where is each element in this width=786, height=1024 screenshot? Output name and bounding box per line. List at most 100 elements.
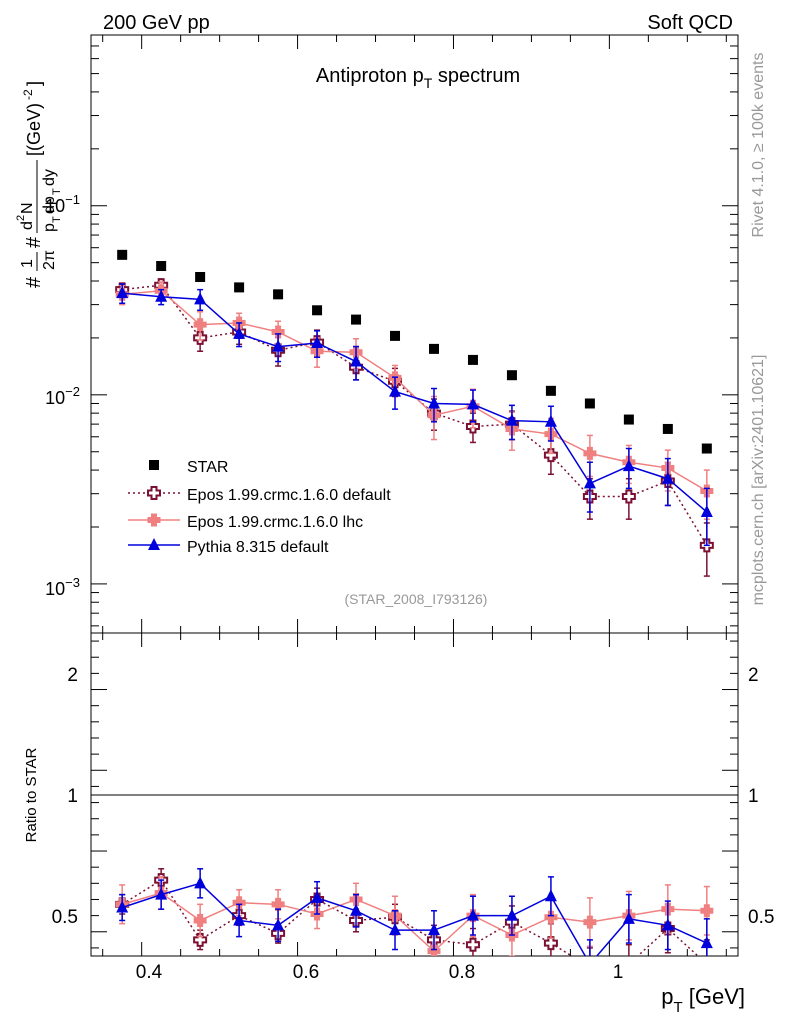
svg-text:T: T: [51, 188, 63, 195]
ratio-tick-label-0.5-left: 0.5: [52, 907, 78, 928]
data-point-star: [234, 282, 245, 293]
data-point-epos-1-99-crmc-1-6-0-lhc: [583, 446, 597, 460]
legend-marker-star: [149, 460, 159, 470]
svg-text:N: N: [19, 202, 36, 214]
ratio-tick-label-0.5-right: 0.5: [748, 907, 774, 928]
ratio-line-pythia-8-315-default: [121, 882, 708, 956]
ratio-point-pythia-8-315-default: [311, 890, 324, 903]
ratio-point-epos-1-99-crmc-1-6-0-default: [543, 936, 558, 951]
legend-label-epos-default: Epos 1.99.crmc.1.6.0 default: [187, 487, 391, 504]
ratio-point-pythia-8-315-default: [194, 876, 207, 889]
data-point-epos-1-99-crmc-1-6-0-default: [543, 448, 558, 463]
legend-label-star: STAR: [187, 459, 228, 476]
y-tick-label-0.001: 10−3: [45, 575, 80, 599]
ratio-point-epos-1-99-crmc-1-6-0-lhc: [583, 915, 597, 929]
header-process: Soft QCD: [647, 12, 733, 34]
data-point-star: [428, 343, 439, 354]
ratio-point-pythia-8-315-default: [466, 908, 479, 921]
data-point-star: [390, 330, 401, 341]
ratio-point-pythia-8-315-default: [584, 957, 596, 969]
ratio-point-epos-1-99-crmc-1-6-0-lhc: [700, 904, 714, 918]
data-point-star: [195, 271, 206, 282]
data-point-star: [273, 289, 284, 300]
data-point-epos-1-99-crmc-1-6-0-lhc: [193, 318, 207, 332]
ratio-y-axis-label: Ratio to STAR: [23, 747, 40, 842]
svg-text:dp: dp: [41, 196, 58, 214]
data-point-pythia-8-315-default: [583, 476, 596, 489]
svg-text:1: 1: [19, 259, 36, 268]
x-tick-label-0.8: 0.8: [449, 962, 475, 983]
ratio-point-pythia-8-315-default: [116, 900, 129, 913]
data-point-pythia-8-315-default: [661, 471, 674, 484]
data-point-star: [312, 305, 323, 316]
data-point-star: [701, 443, 712, 454]
data-point-star: [351, 314, 362, 325]
data-point-pythia-8-315-default: [311, 335, 324, 348]
data-point-star: [662, 423, 673, 434]
ratio-tick-label-1-left: 1: [67, 786, 78, 807]
ratio-line-epos-1-99-crmc-1-6-0-lhc: [121, 892, 707, 953]
svg-text:dy: dy: [41, 169, 58, 186]
data-point-pythia-8-315-default: [544, 414, 557, 427]
data-point-pythia-8-315-default: [155, 289, 168, 302]
y-tick-label-0.1: 10−1: [45, 192, 80, 216]
ratio-point-epos-1-99-crmc-1-6-0-default: [584, 961, 596, 973]
data-point-pythia-8-315-default: [116, 286, 129, 299]
svg-text:-2: -2: [21, 89, 35, 100]
data-point-pythia-8-315-default: [233, 326, 246, 339]
ratio-point-epos-1-99-crmc-1-6-0-lhc: [271, 897, 285, 911]
svg-text:2π: 2π: [41, 250, 58, 270]
ratio-point-pythia-8-315-default: [427, 923, 440, 936]
legend-label-pythia: Pythia 8.315 default: [187, 539, 329, 556]
ratio-point-epos-1-99-crmc-1-6-0-lhc: [193, 913, 207, 927]
data-point-pythia-8-315-default: [194, 292, 207, 305]
svg-text:#: #: [23, 276, 45, 288]
legend-marker-epos-1-99-crmc-1-6-0-default: [147, 486, 161, 500]
ratio-point-epos-1-99-crmc-1-6-0-lhc: [427, 944, 441, 956]
data-point-pythia-8-315-default: [622, 459, 635, 472]
ratio-plot-series: [115, 868, 714, 973]
x-tick-label-1: 1: [613, 962, 624, 983]
data-point-star: [545, 385, 556, 396]
data-point-pythia-8-315-default: [389, 384, 402, 397]
data-point-star: [467, 354, 478, 365]
data-point-pythia-8-315-default: [272, 339, 285, 352]
svg-text:]: ]: [24, 81, 44, 86]
svg-text:#: #: [23, 236, 45, 248]
ratio-point-pythia-8-315-default: [700, 936, 713, 949]
ratio-point-pythia-8-315-default: [272, 918, 285, 931]
ratio-point-epos-1-99-crmc-1-6-0-default: [701, 958, 713, 970]
x-tick-label-0.6: 0.6: [293, 962, 319, 983]
ratio-point-epos-1-99-crmc-1-6-0-lhc: [544, 910, 558, 924]
data-point-star: [506, 370, 517, 381]
data-point-epos-1-99-crmc-1-6-0-lhc: [271, 325, 285, 339]
data-point-star: [117, 249, 128, 260]
data-point-star: [623, 414, 634, 425]
ratio-point-pythia-8-315-default: [233, 913, 246, 926]
axis-ticks: [91, 34, 738, 956]
ratio-point-epos-1-99-crmc-1-6-0-lhc: [232, 896, 246, 910]
x-tick-label-0.4: 0.4: [136, 962, 163, 983]
ratio-tick-label-1-right: 1: [748, 786, 759, 807]
data-point-pythia-8-315-default: [700, 505, 713, 518]
legend: STAR Epos 1.99.crmc.1.6.0 default Epos 1…: [128, 459, 391, 556]
svg-text:2: 2: [15, 215, 27, 221]
ratio-point-pythia-8-315-default: [544, 889, 557, 902]
ratio-tick-label-2-right: 2: [748, 665, 759, 686]
analysis-id-label: (STAR_2008_I793126): [345, 591, 488, 607]
ratio-point-pythia-8-315-default: [661, 918, 674, 931]
series-line-pythia-8-315-default: [122, 292, 708, 513]
ratio-point-pythia-8-315-default: [622, 911, 635, 924]
svg-text:p: p: [41, 223, 58, 232]
mcplots-source-label: mcplots.cern.ch [arXiv:2401.10621]: [750, 355, 767, 606]
ratio-point-pythia-8-315-default: [350, 903, 363, 916]
svg-text:d: d: [19, 221, 36, 230]
svg-text:T: T: [51, 216, 63, 223]
data-point-epos-1-99-crmc-1-6-0-default: [621, 489, 636, 504]
data-point-star: [584, 398, 595, 409]
ratio-point-pythia-8-315-default: [505, 908, 518, 921]
data-point-star: [156, 261, 167, 272]
data-point-pythia-8-315-default: [427, 396, 440, 409]
x-axis-label: pT [GeV]: [661, 984, 745, 1016]
